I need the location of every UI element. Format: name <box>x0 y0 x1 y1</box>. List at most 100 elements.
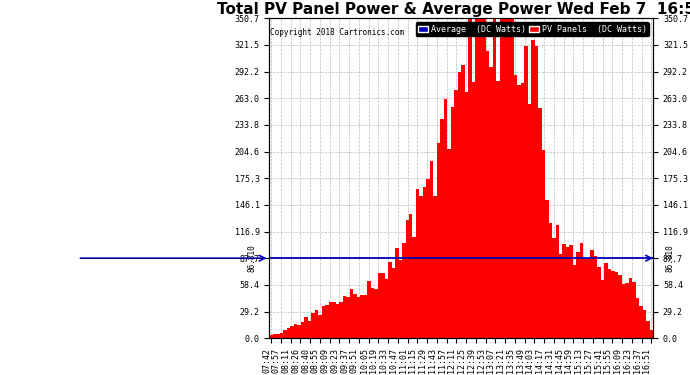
Bar <box>587 259 591 338</box>
Bar <box>364 296 367 338</box>
Bar <box>325 305 328 338</box>
Bar <box>301 322 304 338</box>
Bar <box>482 18 486 338</box>
Bar <box>493 18 496 338</box>
Bar <box>503 18 506 338</box>
Bar <box>367 281 371 338</box>
Bar <box>318 315 322 338</box>
Bar <box>440 119 444 338</box>
Bar <box>311 313 315 338</box>
Bar <box>377 273 381 338</box>
Text: 86.810: 86.810 <box>248 244 257 272</box>
Bar <box>566 247 569 338</box>
Bar <box>333 302 336 338</box>
Bar <box>479 18 482 338</box>
Bar <box>413 237 416 338</box>
Bar <box>454 90 458 338</box>
Bar <box>650 330 653 338</box>
Bar <box>622 284 625 338</box>
Bar <box>284 330 287 338</box>
Bar <box>315 310 318 338</box>
Bar <box>290 326 294 338</box>
Bar <box>328 302 333 338</box>
Bar <box>594 256 598 338</box>
Bar <box>469 18 472 338</box>
Bar <box>535 46 538 338</box>
Bar <box>489 67 493 338</box>
Bar <box>542 150 545 338</box>
Bar <box>629 278 632 338</box>
Bar <box>604 263 608 338</box>
Bar <box>569 245 573 338</box>
Bar <box>430 161 433 338</box>
Bar <box>371 288 374 338</box>
Bar <box>280 333 284 338</box>
Bar <box>322 306 325 338</box>
Text: Copyright 2018 Cartronics.com: Copyright 2018 Cartronics.com <box>270 28 404 37</box>
Bar <box>517 85 521 338</box>
Bar <box>270 335 273 338</box>
Bar <box>304 317 308 338</box>
Bar <box>559 254 562 338</box>
Bar <box>395 248 399 338</box>
Bar <box>580 243 584 338</box>
Bar <box>399 260 402 338</box>
Bar <box>374 289 377 338</box>
Bar <box>562 244 566 338</box>
Bar <box>465 92 469 338</box>
Bar <box>608 269 611 338</box>
Bar <box>391 268 395 338</box>
Text: 86.810: 86.810 <box>666 244 675 272</box>
Bar <box>601 280 604 338</box>
Bar <box>357 297 360 338</box>
Bar <box>598 267 601 338</box>
Bar <box>346 297 350 338</box>
Bar <box>437 143 440 338</box>
Bar <box>360 295 364 338</box>
Legend: Average  (DC Watts), PV Panels  (DC Watts): Average (DC Watts), PV Panels (DC Watts) <box>415 22 649 36</box>
Bar <box>531 40 535 338</box>
Bar <box>433 196 437 338</box>
Bar <box>524 46 528 338</box>
Bar <box>545 200 549 338</box>
Bar <box>639 306 642 338</box>
Bar <box>451 106 454 338</box>
Bar <box>420 196 423 338</box>
Bar <box>416 189 420 338</box>
Bar <box>350 289 353 338</box>
Bar <box>423 187 426 338</box>
Bar <box>353 294 357 338</box>
Bar <box>611 272 615 338</box>
Bar <box>287 328 290 338</box>
Bar <box>591 250 594 338</box>
Bar <box>308 321 311 338</box>
Bar <box>297 325 301 338</box>
Bar <box>496 81 500 338</box>
Bar <box>381 273 384 338</box>
Bar <box>506 18 510 338</box>
Bar <box>555 225 559 338</box>
Bar <box>402 243 406 338</box>
Bar <box>447 149 451 338</box>
Bar <box>510 18 513 338</box>
Bar <box>444 99 447 338</box>
Bar <box>573 264 576 338</box>
Bar <box>618 275 622 338</box>
Bar <box>642 310 647 338</box>
Bar <box>277 334 280 338</box>
Bar <box>472 82 475 338</box>
Bar <box>462 65 465 338</box>
Bar <box>339 302 343 338</box>
Bar <box>647 321 650 338</box>
Bar <box>549 223 552 338</box>
Bar <box>273 334 277 338</box>
Bar <box>475 18 479 338</box>
Bar <box>584 259 587 338</box>
Bar <box>615 272 618 338</box>
Bar <box>409 214 413 338</box>
Bar <box>486 51 489 338</box>
Bar <box>426 179 430 338</box>
Bar <box>384 279 388 338</box>
Bar <box>458 72 462 338</box>
Bar <box>625 283 629 338</box>
